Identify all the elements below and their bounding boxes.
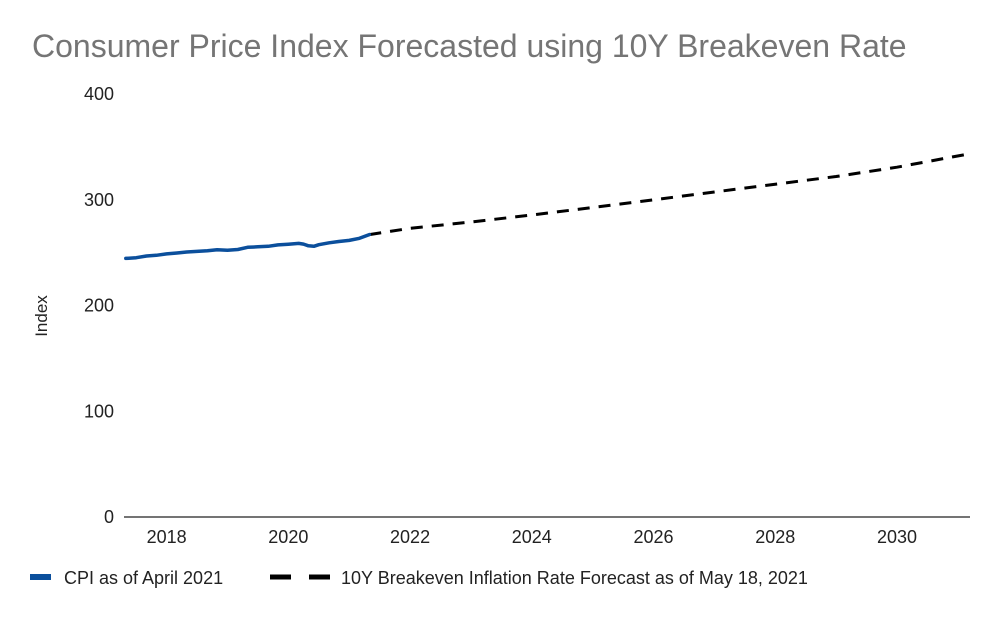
x-tick-label: 2026 bbox=[633, 527, 673, 547]
legend-label-cpi: CPI as of April 2021 bbox=[64, 568, 223, 588]
series-line-forecast bbox=[369, 152, 971, 237]
x-tick-label: 2020 bbox=[268, 527, 308, 547]
x-tick-label: 2028 bbox=[755, 527, 795, 547]
x-tick-label: 2018 bbox=[147, 527, 187, 547]
y-tick-label: 100 bbox=[84, 401, 114, 421]
series-line-cpi bbox=[124, 232, 372, 261]
x-axis-ticks: 2018 2020 2022 2024 2026 2028 2030 bbox=[147, 527, 917, 547]
y-axis-label: Index bbox=[32, 295, 51, 337]
legend: CPI as of April 2021 10Y Breakeven Infla… bbox=[30, 568, 808, 588]
y-tick-label: 0 bbox=[104, 507, 114, 527]
y-tick-label: 300 bbox=[84, 190, 114, 210]
x-tick-label: 2024 bbox=[512, 527, 552, 547]
legend-label-forecast: 10Y Breakeven Inflation Rate Forecast as… bbox=[341, 568, 808, 588]
x-tick-label: 2022 bbox=[390, 527, 430, 547]
y-axis-ticks: 0 100 200 300 400 bbox=[84, 84, 114, 527]
x-tick-label: 2030 bbox=[877, 527, 917, 547]
legend-swatch-cpi bbox=[30, 574, 51, 580]
y-tick-label: 200 bbox=[84, 296, 114, 316]
y-tick-label: 400 bbox=[84, 84, 114, 104]
chart-title: Consumer Price Index Forecasted using 10… bbox=[32, 28, 907, 64]
series-layer bbox=[124, 152, 971, 261]
